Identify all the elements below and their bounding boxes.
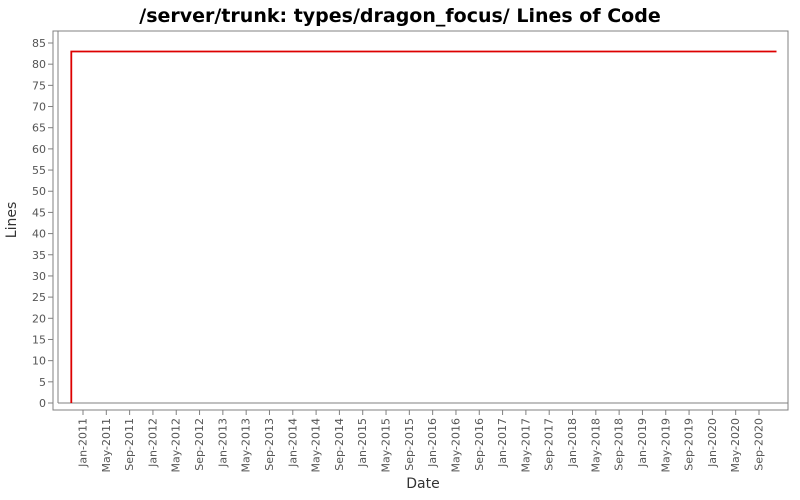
x-tick-label: Jan-2016 (426, 418, 439, 468)
x-tick-label: Sep-2014 (333, 418, 346, 471)
series-line (70, 50, 777, 403)
x-tick-label: Sep-2018 (613, 418, 626, 471)
y-tick-label: 80 (32, 58, 46, 71)
y-tick-label: 70 (32, 101, 46, 114)
y-tick-label: 55 (32, 164, 46, 177)
x-tick-label: May-2011 (100, 418, 113, 473)
y-tick-label: 40 (32, 228, 46, 241)
y-tick-label: 15 (32, 333, 46, 346)
y-tick-label: 30 (32, 270, 46, 283)
x-tick-label: May-2018 (589, 418, 602, 473)
x-tick-label: Jan-2017 (496, 418, 509, 468)
x-tick-label: Sep-2020 (752, 418, 765, 471)
y-tick-label: 20 (32, 312, 46, 325)
x-tick-label: Sep-2016 (473, 418, 486, 471)
x-tick-label: Sep-2017 (543, 418, 556, 471)
x-tick-label: Jan-2015 (356, 418, 369, 468)
x-tick-label: Sep-2011 (123, 418, 136, 471)
x-tick-label: Jan-2018 (566, 418, 579, 468)
x-tick-label: Sep-2015 (403, 418, 416, 471)
x-tick-label: May-2014 (310, 418, 323, 473)
y-tick-label: 10 (32, 355, 46, 368)
x-tick-label: May-2015 (380, 418, 393, 473)
x-tick-label: Sep-2012 (193, 418, 206, 471)
y-tick-label: 35 (32, 249, 46, 262)
y-tick-label: 25 (32, 291, 46, 304)
y-tick-label: 50 (32, 185, 46, 198)
y-tick-label: 75 (32, 79, 46, 92)
x-tick-label: Jan-2011 (77, 418, 90, 468)
x-tick-label: May-2012 (170, 418, 183, 473)
x-tick-label: May-2019 (659, 418, 672, 473)
y-tick-label: 45 (32, 206, 46, 219)
x-tick-label: Jan-2013 (216, 418, 229, 468)
chart-title: /server/trunk: types/dragon_focus/ Lines… (139, 5, 660, 27)
y-tick-label: 5 (39, 376, 46, 389)
plot-frame (52, 30, 789, 411)
x-tick-label: May-2016 (449, 418, 462, 473)
x-tick-label: May-2017 (519, 418, 532, 473)
x-tick-label: Jan-2019 (636, 418, 649, 468)
y-tick-label: 0 (39, 397, 46, 410)
x-tick-label: Sep-2019 (683, 418, 696, 471)
y-axis-title: Lines (4, 202, 20, 238)
x-tick-label: May-2020 (729, 418, 742, 473)
y-tick-label: 60 (32, 143, 46, 156)
x-tick-label: Sep-2013 (263, 418, 276, 471)
x-axis-title: Date (406, 476, 439, 492)
x-tick-label: May-2013 (240, 418, 253, 473)
plot-area: 0 5 10 15 20 25 30 35 40 45 50 55 60 65 70 75 80 85 Jan-20… (32, 30, 789, 473)
x-tick-label: Jan-2014 (286, 418, 299, 468)
y-tick-label: 85 (32, 37, 46, 50)
x-tick-label: Jan-2020 (706, 418, 719, 468)
y-tick-label: 65 (32, 122, 46, 135)
x-tick-label: Jan-2012 (146, 418, 159, 468)
